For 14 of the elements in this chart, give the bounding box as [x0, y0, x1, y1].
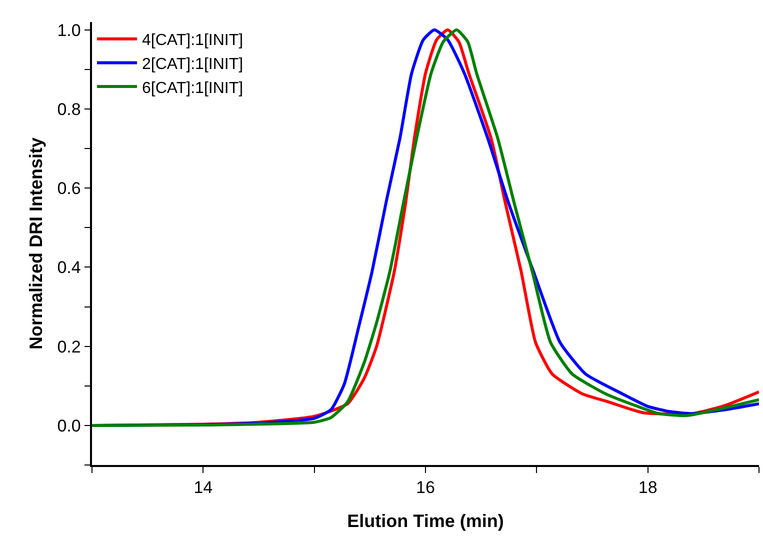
x-tick-label: 16: [416, 478, 435, 498]
y-tick-label: 0.4: [57, 258, 81, 278]
y-tick-label: 0.2: [57, 337, 81, 356]
y-tick-label: 1.0: [57, 20, 81, 40]
x-tick-label: 14: [194, 478, 213, 498]
x-axis-title: Elution Time (min): [347, 510, 504, 531]
legend-label: 2[CAT]:1[INIT]: [142, 56, 244, 73]
x-tick-label: 18: [638, 478, 658, 498]
y-tick-label: 0.0: [57, 416, 81, 436]
y-tick-label: 0.8: [57, 100, 81, 119]
y-tick-label: 0.6: [57, 179, 81, 198]
legend-label: 6[CAT]:1[INIT]: [142, 80, 244, 97]
legend-label: 4[CAT]:1[INIT]: [142, 32, 244, 50]
y-axis-title: Normalized DRI Intensity: [26, 137, 46, 350]
